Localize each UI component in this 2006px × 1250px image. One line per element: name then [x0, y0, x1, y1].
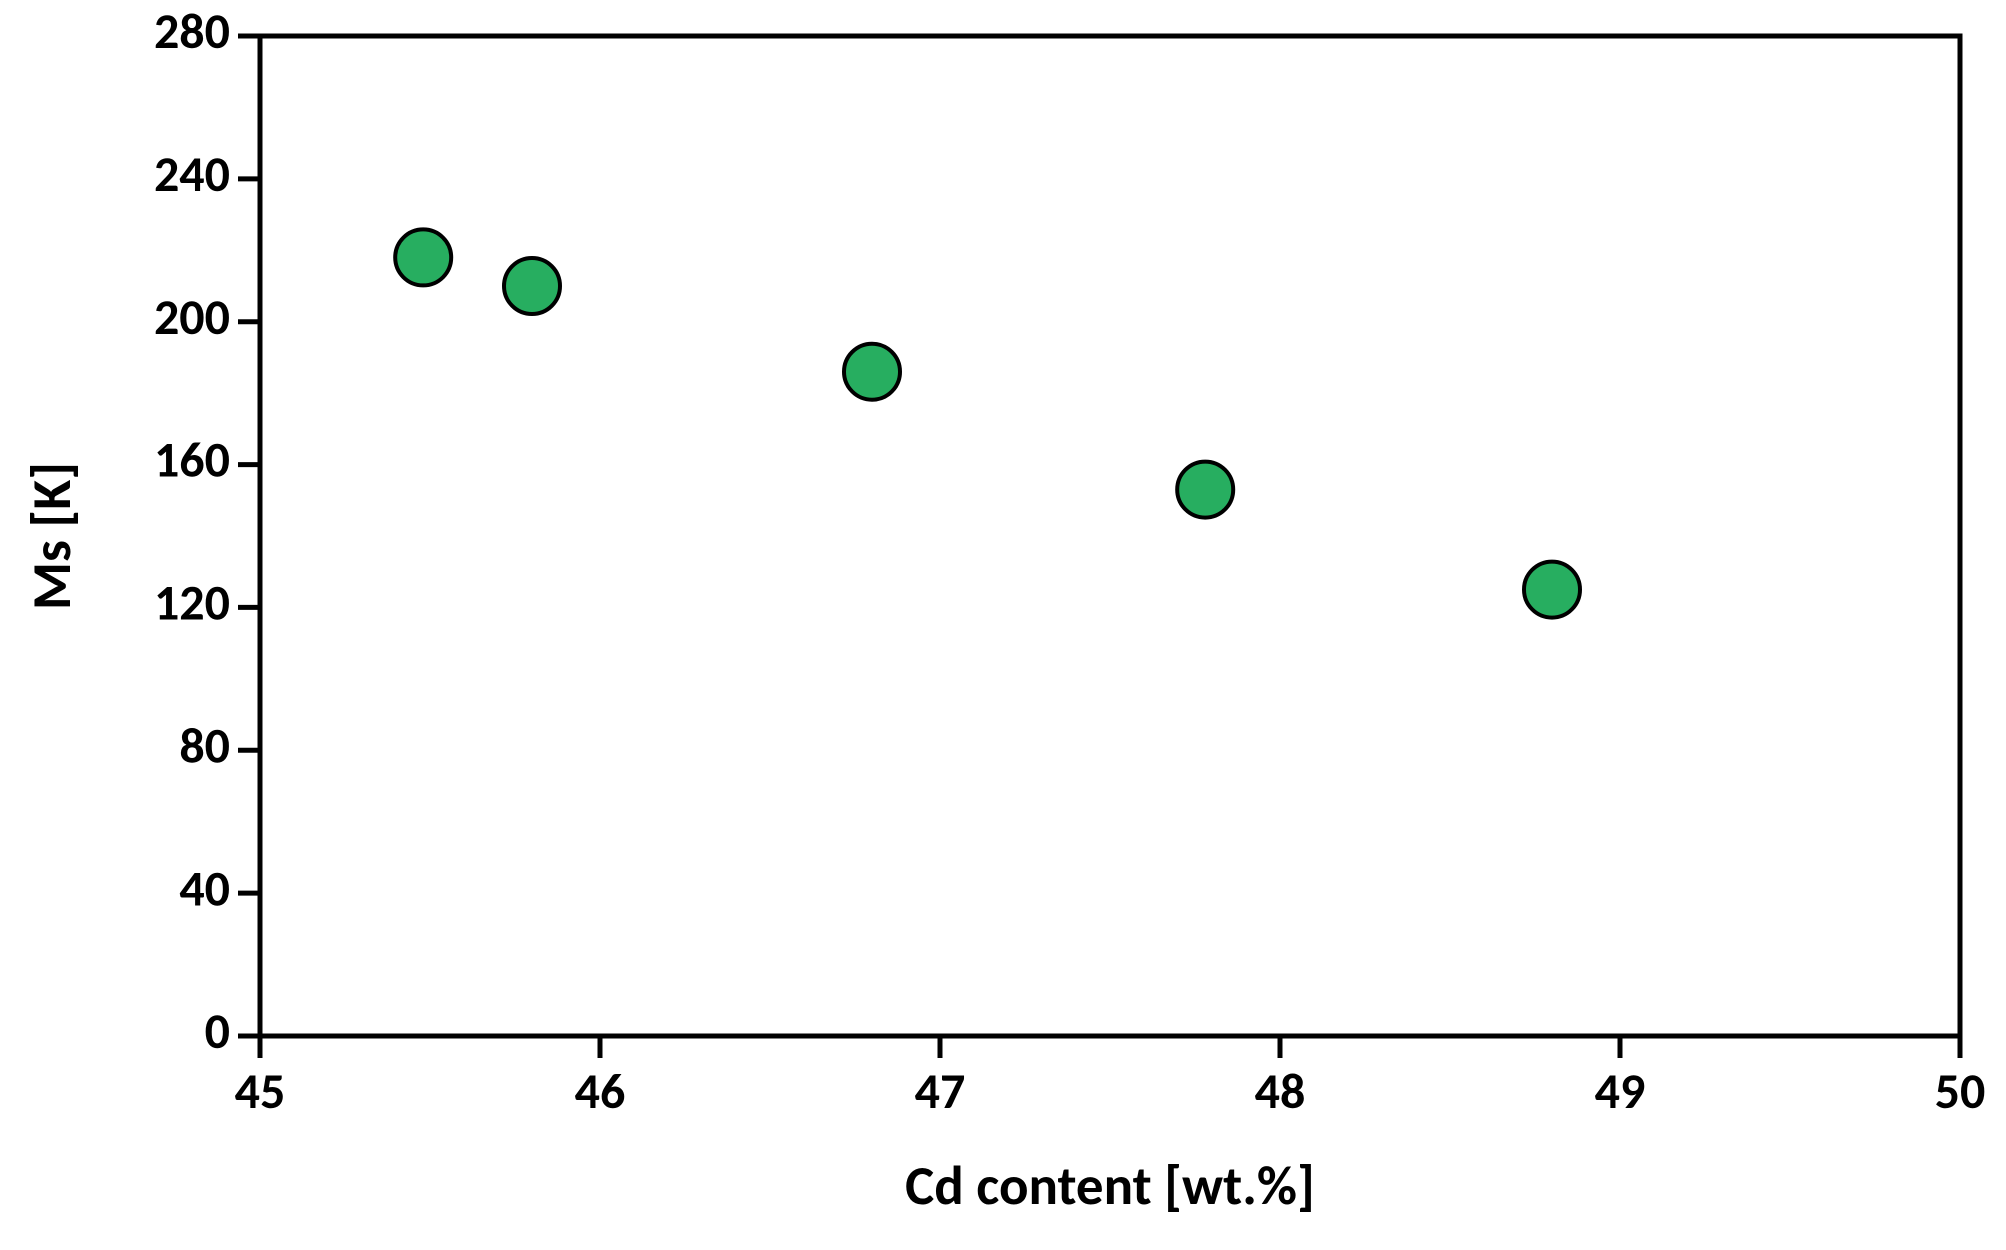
x-tick-label: 45	[235, 1061, 286, 1122]
scatter-chart: 45 46 47 48 49 50 0 40 80 120 160 200 240 280 Cd conte…	[0, 0, 2006, 1250]
y-axis-label: Ms [K]	[18, 462, 85, 610]
data-point	[1524, 562, 1580, 618]
data-point	[844, 344, 900, 400]
data-point	[1177, 462, 1233, 518]
y-tick-label: 240	[154, 144, 230, 205]
y-tick-label: 80	[179, 715, 230, 776]
data-point	[504, 258, 560, 314]
data-point	[395, 229, 451, 285]
x-tick-label: 48	[1255, 1061, 1306, 1122]
y-tick-label: 0	[205, 1001, 230, 1062]
chart-background	[0, 0, 2006, 1250]
x-tick-label: 46	[575, 1061, 626, 1122]
y-tick-label: 160	[154, 430, 230, 491]
x-tick-label: 49	[1595, 1061, 1646, 1122]
x-tick-label: 50	[1935, 1061, 1986, 1122]
y-tick-label: 200	[154, 287, 230, 348]
x-tick-label: 47	[915, 1061, 966, 1122]
y-tick-label: 40	[179, 858, 230, 919]
y-tick-label: 280	[154, 1, 230, 62]
y-tick-label: 120	[154, 573, 230, 634]
x-axis-label: Cd content [wt.%]	[905, 1152, 1315, 1219]
chart-container: 45 46 47 48 49 50 0 40 80 120 160 200 240 280 Cd conte…	[0, 0, 2006, 1250]
